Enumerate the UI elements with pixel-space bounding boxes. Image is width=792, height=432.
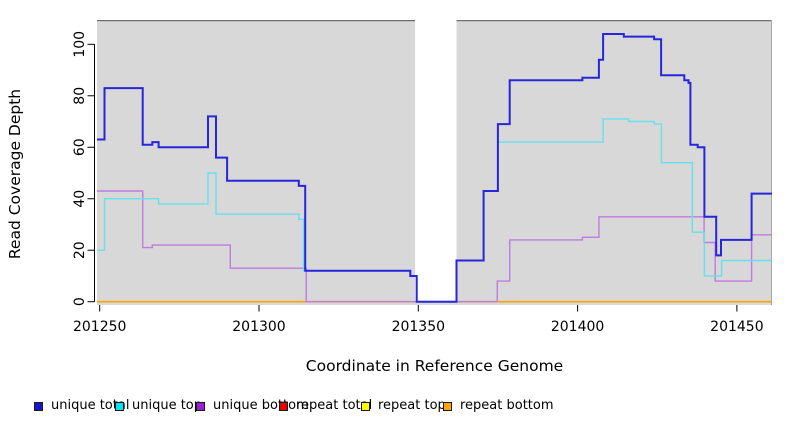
y-tick-label: 20 — [72, 241, 88, 259]
series-line-unique-total — [97, 33, 772, 303]
x-axis-title: Coordinate in Reference Genome — [305, 357, 564, 375]
y-tick-label: 60 — [72, 138, 88, 156]
y-tick-label: 80 — [72, 87, 88, 105]
no-data-gap-band — [415, 14, 457, 302]
y-axis-title: Read Coverage Depth — [6, 88, 24, 260]
y-tick-label: 100 — [72, 31, 88, 58]
x-tick-label: 201400 — [551, 319, 604, 335]
x-tick-label: 201350 — [392, 319, 445, 335]
x-tick-label: 201300 — [232, 319, 285, 335]
x-tick-label: 201450 — [710, 319, 763, 335]
y-tick-label: 0 — [72, 297, 88, 306]
y-tick-label: 40 — [72, 190, 88, 208]
x-tick-label: 201250 — [73, 319, 126, 335]
